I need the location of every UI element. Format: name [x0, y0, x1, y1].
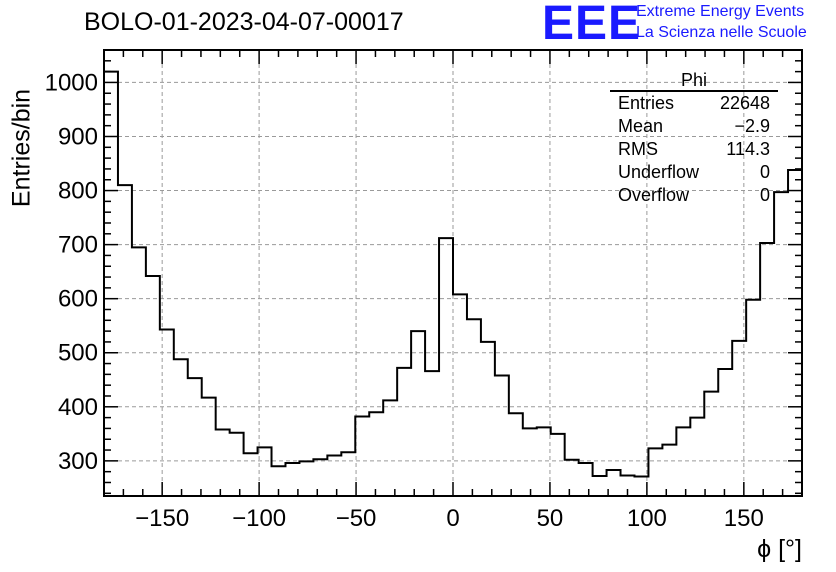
- stats-row-rms: RMS 114.3: [610, 138, 778, 161]
- plot-frame: [103, 49, 803, 497]
- stats-row-mean: Mean −2.9: [610, 115, 778, 138]
- y-tick-label: 300: [58, 448, 98, 475]
- x-axis-label: ϕ [°]: [757, 535, 802, 563]
- stats-box: Phi Entries 22648 Mean −2.9 RMS 114.3 Un…: [610, 70, 778, 207]
- x-tick-label: 50: [537, 505, 564, 532]
- y-tick-label: 600: [58, 286, 98, 313]
- eee-logo: EEE Extreme Energy Events La Scienza nel…: [540, 0, 836, 50]
- x-tick-label: 150: [724, 505, 764, 532]
- stats-value: 114.3: [726, 139, 770, 159]
- y-axis-label-box: Entries/bin: [4, 89, 40, 207]
- stats-value: −2.9: [734, 116, 770, 136]
- y-tick-label: 1000: [45, 69, 98, 96]
- stats-key: RMS: [618, 139, 658, 159]
- axis-ticks: [103, 49, 803, 496]
- stats-key: Underflow: [618, 162, 700, 182]
- x-tick-label: 100: [627, 505, 667, 532]
- x-tick-labels: −150 −100 −50 0 50 100 150: [135, 505, 764, 532]
- stats-key: Mean: [618, 116, 664, 136]
- y-tick-label: 700: [58, 232, 98, 259]
- x-tick-label: 0: [446, 505, 459, 532]
- x-tick-label: −50: [336, 505, 377, 532]
- y-tick-label: 900: [58, 123, 98, 150]
- phi-histogram: [103, 70, 802, 496]
- stats-value: 0: [759, 162, 770, 182]
- y-tick-labels: 300 400 500 600 700 800 900 1000: [45, 69, 98, 474]
- stats-key: Overflow: [618, 185, 690, 205]
- stats-title: Phi: [610, 70, 778, 92]
- stats-value: 22648: [719, 93, 770, 113]
- x-tick-label: −100: [232, 505, 286, 532]
- y-tick-label: 800: [58, 178, 98, 205]
- y-axis-label: Entries/bin: [7, 88, 36, 208]
- plot-title: BOLO-01-2023-04-07-00017: [84, 8, 404, 36]
- x-tick-label: −150: [135, 505, 189, 532]
- logo-line-1: Extreme Energy Events: [636, 3, 805, 20]
- y-tick-label: 400: [58, 394, 98, 421]
- eee-logo-mark: EEE: [542, 0, 642, 50]
- stats-row-overflow: Overflow 0: [610, 184, 778, 207]
- stats-value: 0: [759, 185, 770, 205]
- stats-row-entries: Entries 22648: [610, 92, 778, 115]
- stats-key: Entries: [618, 93, 675, 113]
- stats-row-underflow: Underflow 0: [610, 161, 778, 184]
- y-tick-label: 500: [58, 340, 98, 367]
- logo-line-2: La Scienza nelle Scuole: [636, 24, 807, 41]
